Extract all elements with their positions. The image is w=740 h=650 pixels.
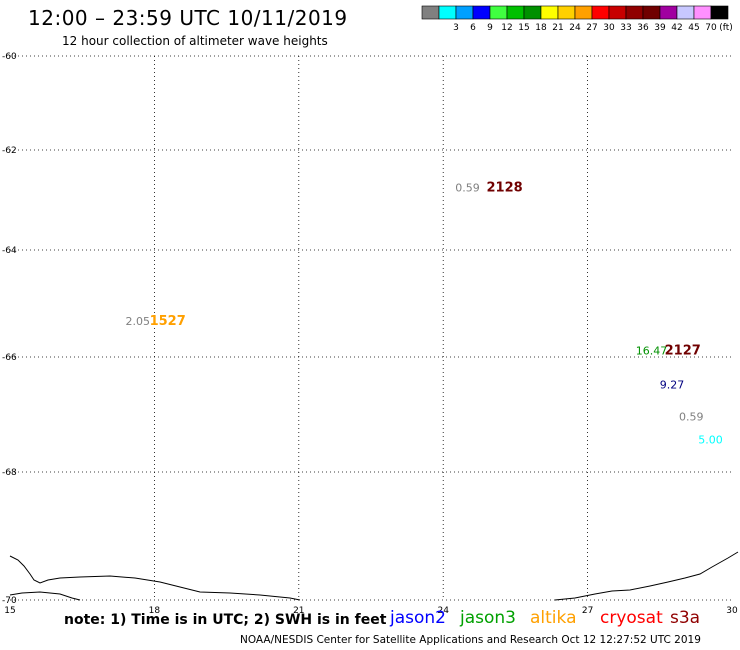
- legend-label: 21: [552, 23, 563, 33]
- page-subtitle: 12 hour collection of altimeter wave hei…: [62, 34, 328, 48]
- legend-swatch: [472, 5, 491, 20]
- legend-swatch: [557, 5, 576, 20]
- legend-label: 27: [586, 23, 597, 33]
- axis-tick-labels: 15 18 21 24 27 30 -60 -62 -64 -66 -68 -70: [2, 52, 738, 616]
- y-tick-label: -60: [2, 52, 17, 62]
- observation-value: 9.27: [660, 379, 685, 392]
- observation-id: 2128: [487, 181, 523, 196]
- observation-id: 2127: [665, 343, 701, 358]
- legend-swatch: [489, 5, 508, 20]
- observation-value: 16.47: [636, 344, 668, 357]
- observation-value: 5.00: [698, 433, 723, 446]
- legend-label: 70: [705, 23, 717, 33]
- x-tick-label: 18: [149, 606, 161, 616]
- satellite-jason2: jason2: [390, 608, 446, 628]
- y-tick-label: -68: [2, 468, 17, 478]
- x-tick-label: 27: [582, 606, 593, 616]
- y-tick-label: -62: [2, 146, 17, 156]
- legend-label: 3: [453, 23, 459, 33]
- legend-swatch: [455, 5, 474, 20]
- footer-credit: NOAA/NESDIS Center for Satellite Applica…: [240, 634, 701, 646]
- color-legend: 3 6 9 12 15 18 21 24 27 30 33 36 39 42 45 70 (ft): [421, 5, 733, 33]
- satellite-cryosat: cryosat: [600, 608, 663, 628]
- satellite-s3a: s3a: [670, 608, 701, 628]
- y-tick-label: -70: [2, 596, 17, 606]
- legend-swatch: [608, 5, 627, 20]
- x-tick-label: 21: [293, 606, 304, 616]
- legend-label: 39: [654, 23, 666, 33]
- y-tick-label: -64: [2, 246, 17, 256]
- legend-label: 9: [487, 23, 493, 33]
- legend-swatch: [642, 5, 661, 20]
- legend-swatch: [659, 5, 678, 20]
- map-grid: [10, 55, 732, 601]
- coastline-west: [9, 555, 301, 601]
- x-tick-label: 15: [4, 606, 15, 616]
- legend-label: 12: [501, 23, 512, 33]
- x-tick-label: 30: [726, 606, 738, 616]
- legend-swatch: [693, 5, 712, 20]
- legend-swatch: [676, 5, 695, 20]
- legend-swatch: [506, 5, 525, 20]
- legend-swatch: [523, 5, 542, 20]
- legend-swatch: [438, 5, 457, 20]
- legend-swatch: [625, 5, 644, 20]
- satellite-altika: altika: [530, 608, 577, 628]
- legend-swatch: [574, 5, 593, 20]
- legend-swatch: [710, 5, 729, 20]
- legend-label: 6: [470, 23, 476, 33]
- legend-label: 18: [535, 23, 547, 33]
- y-tick-label: -66: [2, 353, 17, 363]
- legend-swatch: [591, 5, 610, 20]
- legend-label: 36: [637, 23, 649, 33]
- observation-value: 0.59: [455, 182, 480, 195]
- legend-label: 24: [569, 23, 581, 33]
- satellite-jason3: jason3: [460, 608, 516, 628]
- legend-label: 30: [603, 23, 615, 33]
- x-tick-label: 24: [437, 606, 449, 616]
- footer-note: note: 1) Time is in UTC; 2) SWH is in fe…: [64, 612, 387, 628]
- legend-label: 42: [671, 23, 682, 33]
- observation-value: 0.59: [679, 410, 704, 423]
- observation-id: 1527: [150, 314, 186, 329]
- coastline: [9, 551, 739, 601]
- legend-swatch: [421, 5, 440, 20]
- legend-label: 33: [620, 23, 631, 33]
- page-title: 12:00 – 23:59 UTC 10/11/2019: [28, 6, 348, 30]
- coastline-east: [554, 551, 739, 601]
- legend-label: 15: [518, 23, 529, 33]
- legend-label: 45: [688, 23, 699, 33]
- coastline-west-inner: [9, 591, 81, 601]
- legend-swatch: [540, 5, 559, 20]
- observation-value: 2.05: [126, 315, 150, 328]
- legend-unit: (ft): [719, 23, 733, 33]
